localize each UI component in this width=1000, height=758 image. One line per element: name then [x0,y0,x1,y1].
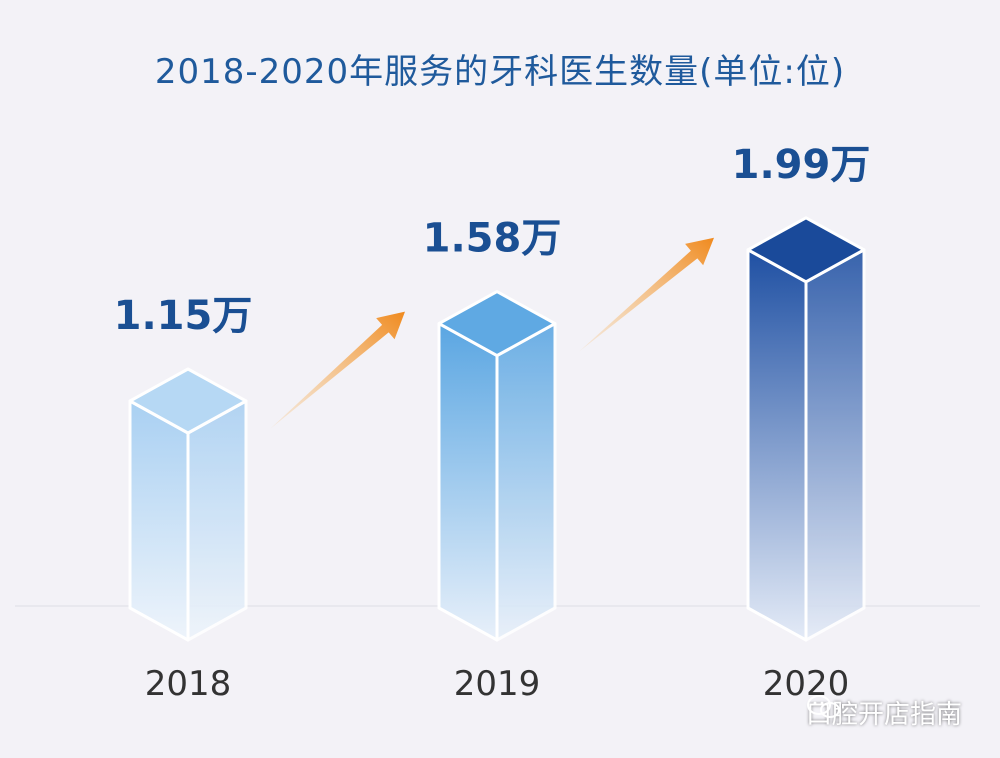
growth-arrow [270,311,405,429]
bar-left-face [437,322,499,642]
category-label: 2019 [454,664,541,704]
category-label: 2020 [763,664,850,704]
value-label: 1.99万 [732,142,871,188]
category-label: 2018 [145,664,232,704]
growth-arrow [579,237,714,352]
bar-right-face [804,248,866,642]
bar-2018 [128,367,248,642]
chart-title: 2018-2020年服务的牙科医生数量(单位:位) [154,52,846,92]
bar-left-face [128,399,190,642]
bar-2019 [437,290,557,642]
watermark-text: 口腔开店指南 [805,700,962,730]
bar-top-face [746,216,866,284]
bar-right-face [495,322,557,642]
value-label: 1.15万 [114,293,253,339]
wechat-icon [806,695,840,718]
bar-left-face [746,248,808,642]
bar-right-face [186,399,248,642]
value-label: 1.58万 [423,216,562,262]
bar-top-face [437,290,557,358]
bar-2020 [746,216,866,642]
watermark: 口腔开店指南 [806,694,962,731]
bar-top-face [128,367,248,435]
